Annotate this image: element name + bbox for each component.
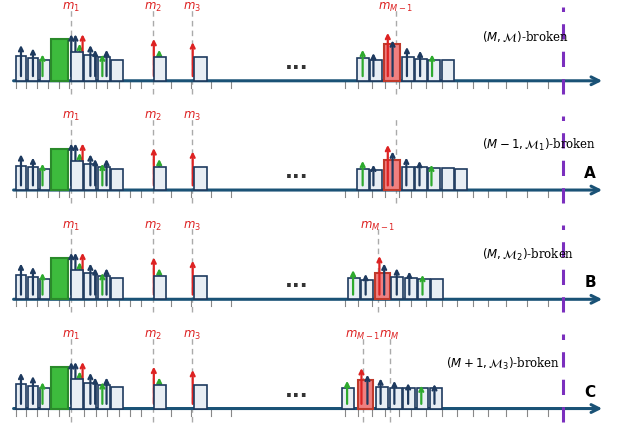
Bar bbox=[370, 170, 382, 190]
Bar bbox=[51, 149, 68, 190]
Text: $m_3$: $m_3$ bbox=[183, 1, 201, 14]
Bar bbox=[15, 166, 26, 190]
Bar bbox=[154, 166, 166, 190]
Bar bbox=[40, 279, 51, 299]
Text: $m_{M-1}$: $m_{M-1}$ bbox=[360, 219, 395, 232]
Bar bbox=[84, 274, 97, 299]
Bar bbox=[111, 169, 124, 190]
Text: $m_2$: $m_2$ bbox=[144, 110, 162, 123]
Bar bbox=[71, 379, 83, 409]
Bar bbox=[417, 388, 429, 409]
Text: $(M,\mathcal{M})$-broken: $(M,\mathcal{M})$-broken bbox=[483, 29, 569, 44]
Text: $m_1$: $m_1$ bbox=[61, 219, 79, 232]
Bar bbox=[51, 39, 68, 81]
Bar bbox=[154, 276, 166, 299]
Bar bbox=[28, 386, 38, 409]
Text: C: C bbox=[584, 385, 596, 399]
Bar bbox=[194, 166, 207, 190]
Bar bbox=[98, 166, 110, 190]
Bar bbox=[98, 276, 110, 299]
Bar bbox=[401, 57, 413, 81]
Text: $m_2$: $m_2$ bbox=[144, 329, 162, 342]
Bar bbox=[376, 387, 388, 409]
Bar bbox=[98, 385, 110, 409]
Bar bbox=[194, 276, 207, 299]
Text: $m_1$: $m_1$ bbox=[61, 1, 79, 14]
Bar bbox=[194, 57, 207, 81]
Text: $m_2$: $m_2$ bbox=[144, 1, 162, 14]
Bar bbox=[111, 387, 124, 409]
Bar bbox=[71, 52, 83, 81]
Bar bbox=[401, 167, 413, 190]
Bar bbox=[40, 170, 51, 190]
Text: $m_1$: $m_1$ bbox=[61, 110, 79, 123]
Bar bbox=[392, 277, 403, 299]
Bar bbox=[111, 278, 124, 299]
Bar bbox=[342, 388, 354, 409]
Bar bbox=[419, 279, 430, 299]
Bar bbox=[28, 277, 38, 299]
Bar bbox=[374, 274, 390, 299]
Bar bbox=[28, 167, 38, 190]
Bar bbox=[404, 278, 417, 299]
Bar bbox=[358, 380, 373, 409]
Bar bbox=[429, 388, 442, 409]
Bar bbox=[390, 388, 401, 409]
Bar bbox=[442, 60, 454, 81]
Bar bbox=[383, 44, 401, 81]
Text: $m_3$: $m_3$ bbox=[183, 110, 201, 123]
Bar bbox=[456, 170, 467, 190]
Text: $m_3$: $m_3$ bbox=[183, 219, 201, 232]
Bar bbox=[348, 278, 360, 299]
Bar bbox=[431, 279, 444, 299]
Bar bbox=[51, 258, 68, 299]
Text: $m_2$: $m_2$ bbox=[144, 219, 162, 232]
Text: $(M+1,\mathcal{M}_3)$-broken: $(M+1,\mathcal{M}_3)$-broken bbox=[447, 356, 561, 372]
Bar bbox=[40, 60, 51, 81]
Text: ...: ... bbox=[285, 53, 308, 73]
Text: $m_{M-1}$: $m_{M-1}$ bbox=[345, 329, 380, 342]
Bar bbox=[15, 275, 26, 299]
Text: $(M,\mathcal{M}_2)$-broken: $(M,\mathcal{M}_2)$-broken bbox=[483, 246, 575, 263]
Text: A: A bbox=[584, 166, 596, 181]
Bar bbox=[84, 383, 97, 409]
Bar bbox=[154, 385, 166, 409]
Bar bbox=[15, 56, 26, 81]
Bar bbox=[71, 270, 83, 299]
Bar bbox=[356, 58, 369, 81]
Text: $m_1$: $m_1$ bbox=[61, 329, 79, 342]
Bar bbox=[51, 367, 68, 409]
Bar bbox=[415, 167, 428, 190]
Bar bbox=[98, 57, 110, 81]
Text: $(M-1,\mathcal{M}_1)$-broken: $(M-1,\mathcal{M}_1)$-broken bbox=[483, 137, 596, 153]
Bar bbox=[28, 58, 38, 81]
Text: $m_{M}$: $m_{M}$ bbox=[380, 329, 400, 342]
Bar bbox=[370, 60, 382, 81]
Bar bbox=[415, 59, 428, 81]
Bar bbox=[429, 60, 440, 81]
Bar bbox=[84, 55, 97, 81]
Bar bbox=[383, 160, 401, 190]
Bar bbox=[40, 388, 51, 409]
Bar bbox=[442, 168, 454, 190]
Bar bbox=[194, 385, 207, 409]
Bar bbox=[111, 60, 124, 81]
Text: ...: ... bbox=[285, 271, 308, 291]
Text: ...: ... bbox=[285, 381, 308, 401]
Bar bbox=[154, 57, 166, 81]
Bar bbox=[84, 164, 97, 190]
Bar bbox=[71, 161, 83, 190]
Text: $m_{M-1}$: $m_{M-1}$ bbox=[378, 1, 413, 14]
Text: ...: ... bbox=[285, 162, 308, 182]
Text: B: B bbox=[584, 275, 596, 290]
Bar bbox=[403, 388, 415, 409]
Bar bbox=[15, 384, 26, 409]
Bar bbox=[356, 169, 369, 190]
Bar bbox=[429, 168, 440, 190]
Bar bbox=[362, 280, 373, 299]
Text: $m_3$: $m_3$ bbox=[183, 329, 201, 342]
